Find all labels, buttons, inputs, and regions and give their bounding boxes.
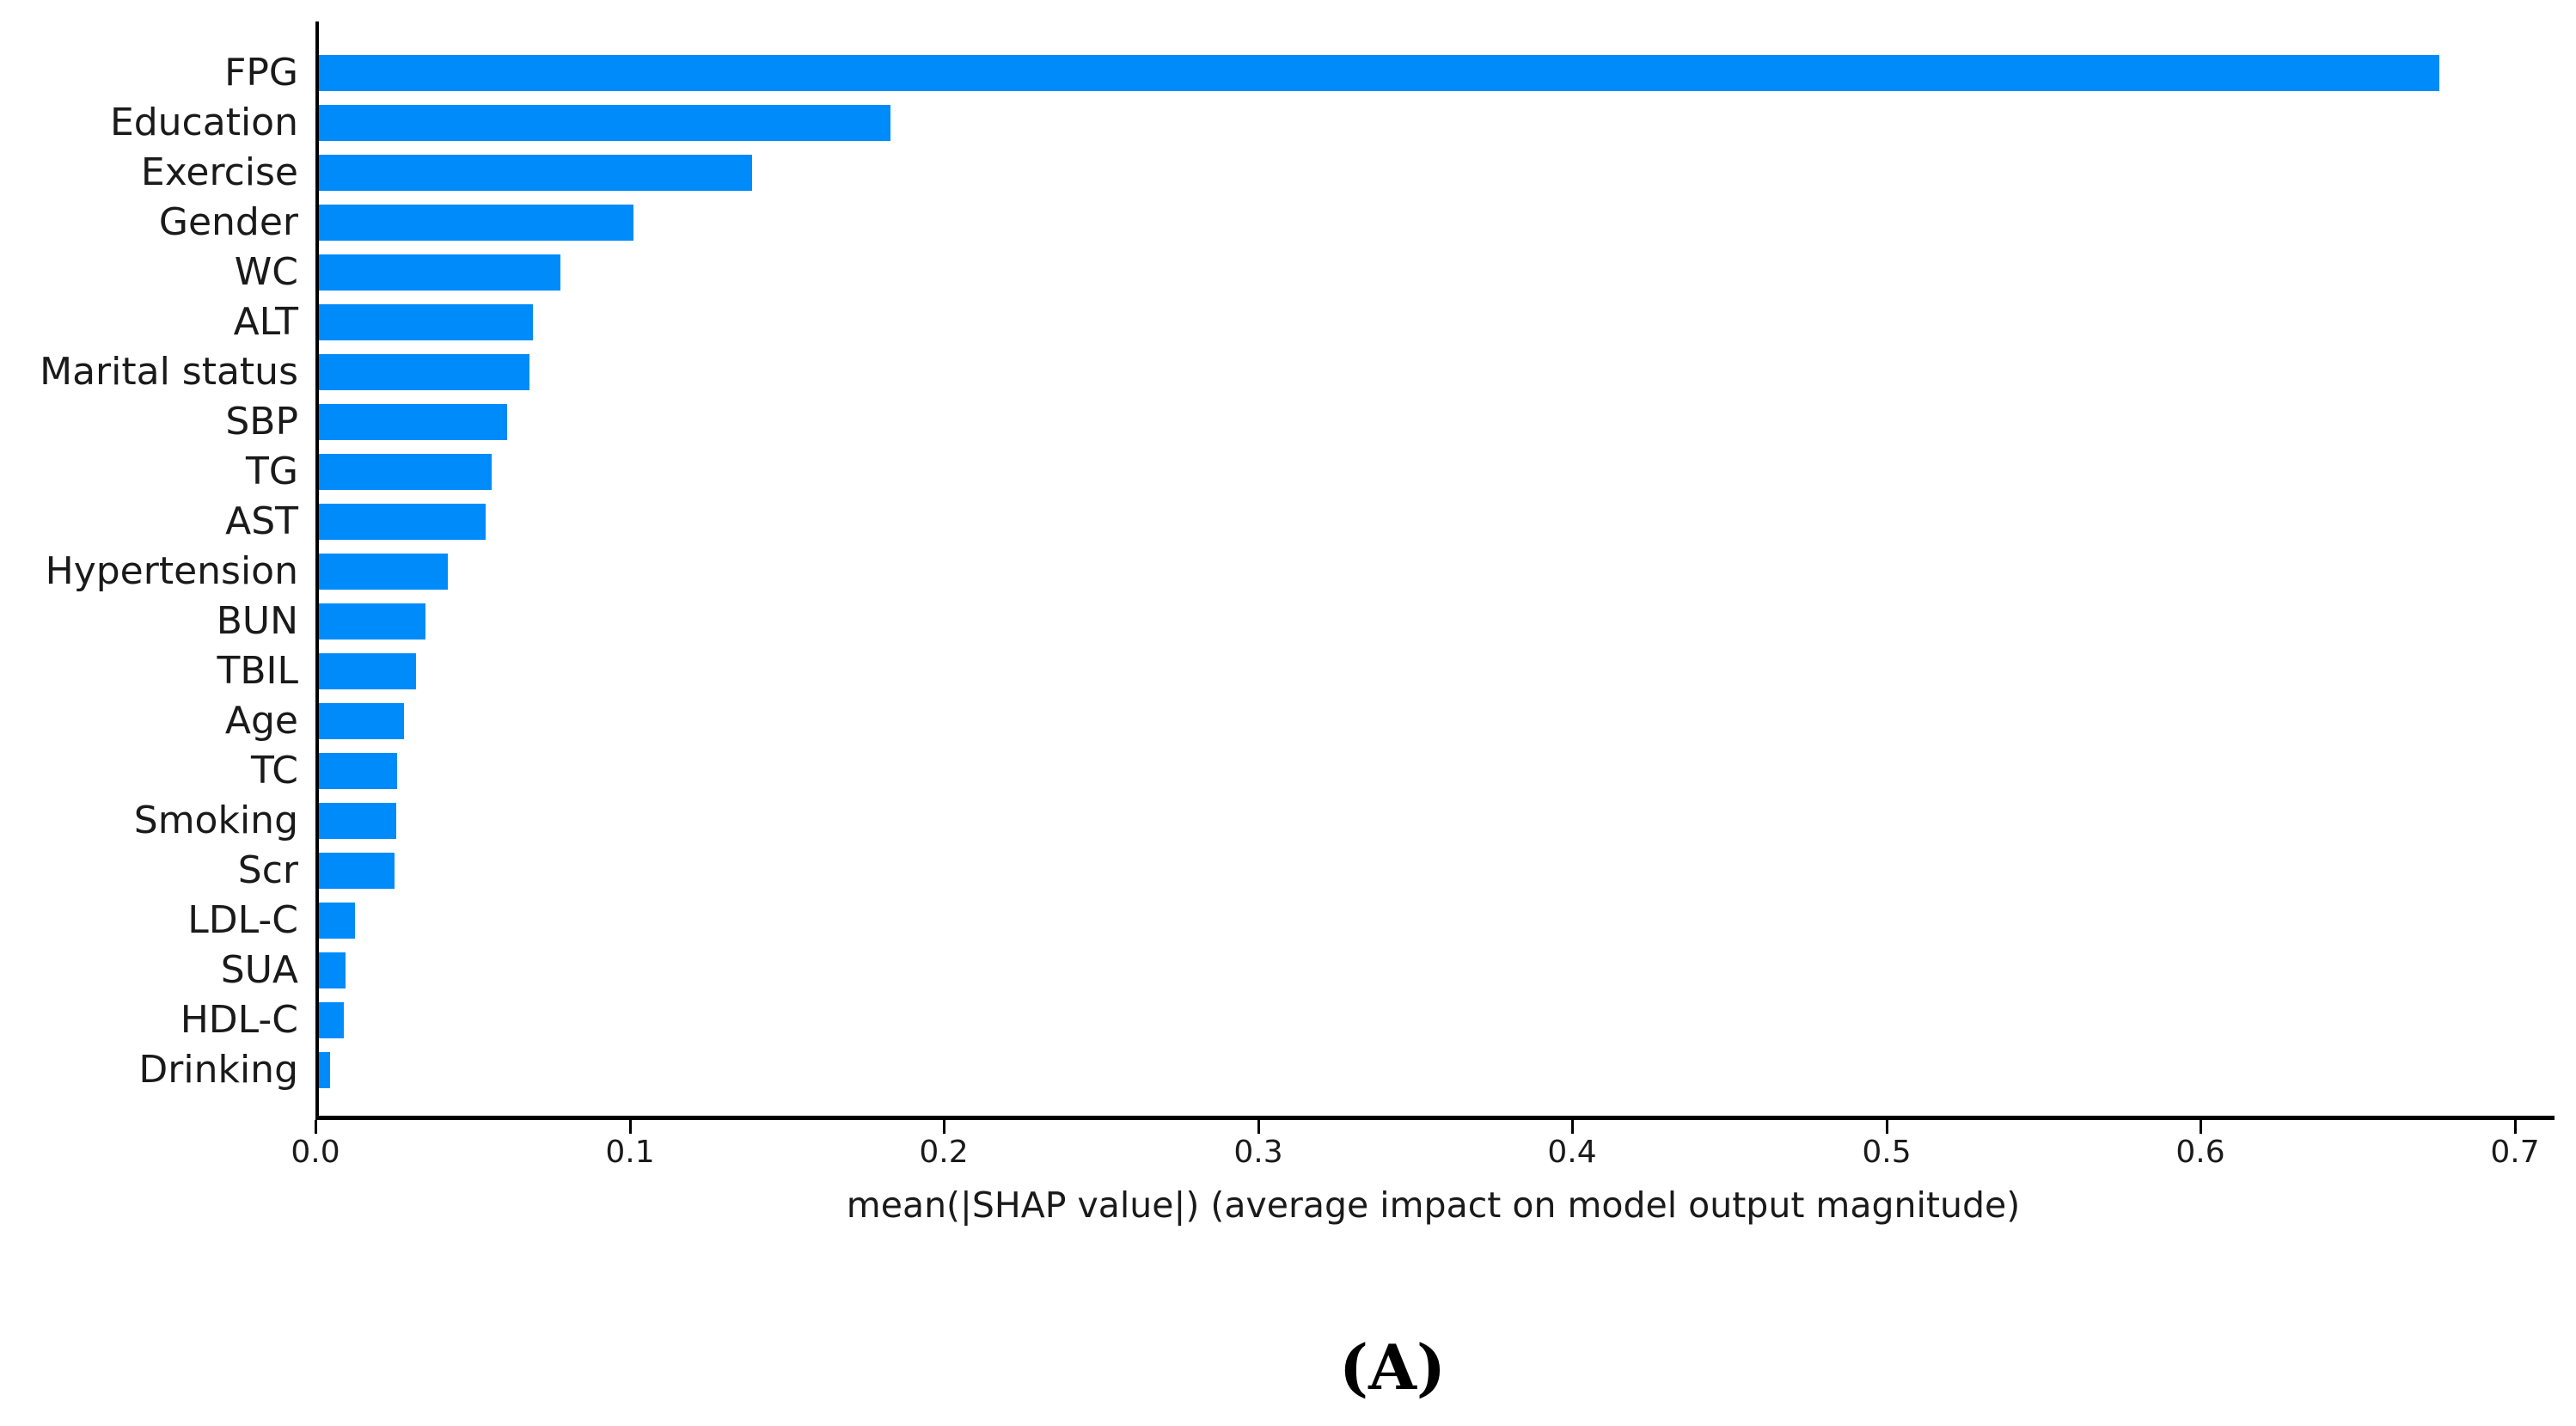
ytick-label-exercise: Exercise — [140, 150, 298, 194]
xtick-label-0.5: 0.5 — [1862, 1135, 1912, 1170]
bar-bun — [319, 603, 425, 640]
bar-marital-status — [319, 354, 529, 390]
plot-area — [315, 21, 2555, 1120]
ytick-label-sbp: SBP — [225, 400, 298, 444]
xtick-mark-0.2 — [943, 1120, 945, 1134]
bar-exercise — [319, 155, 752, 191]
bar-gender — [319, 205, 633, 241]
bar-hypertension — [319, 554, 448, 590]
xtick-mark-0.7 — [2514, 1120, 2517, 1134]
xtick-label-0.1: 0.1 — [605, 1135, 655, 1170]
bar-smoking — [319, 803, 396, 839]
bar-tc — [319, 753, 397, 789]
ytick-label-bun: BUN — [216, 599, 298, 643]
bar-scr — [319, 853, 395, 889]
ytick-label-tbil: TBIL — [217, 649, 298, 693]
bar-drinking — [319, 1052, 330, 1088]
ytick-label-fpg: FPG — [224, 51, 298, 95]
ytick-label-age: Age — [224, 699, 298, 743]
xtick-mark-0.0 — [315, 1120, 317, 1134]
bar-wc — [319, 254, 560, 291]
bar-alt — [319, 304, 533, 340]
bar-tbil — [319, 653, 416, 689]
ytick-label-drinking: Drinking — [138, 1048, 298, 1092]
xtick-mark-0.3 — [1257, 1120, 1260, 1134]
xtick-label-0.0: 0.0 — [291, 1135, 340, 1170]
ytick-label-ldl-c: LDL-C — [187, 898, 298, 942]
bar-age — [319, 703, 404, 739]
ytick-label-smoking: Smoking — [133, 799, 298, 842]
bar-ldl-c — [319, 903, 355, 939]
bar-sbp — [319, 404, 507, 440]
bar-ast — [319, 504, 486, 540]
ytick-label-ast: AST — [225, 499, 298, 543]
ytick-label-marital-status: Marital status — [40, 350, 298, 394]
bar-tg — [319, 454, 492, 490]
y-axis-labels: FPG Education Exercise Gender WC ALT Marital s… — [0, 21, 298, 1116]
ytick-label-tc: TC — [250, 749, 298, 793]
ytick-label-tg: TG — [246, 450, 298, 493]
ytick-label-gender: Gender — [158, 200, 298, 244]
ytick-label-alt: ALT — [233, 300, 298, 344]
figure-panel-caption: (A) — [1339, 1331, 1446, 1404]
bar-hdl-c — [319, 1002, 344, 1038]
bar-fpg — [319, 55, 2439, 91]
xtick-label-0.2: 0.2 — [919, 1135, 969, 1170]
xtick-label-0.7: 0.7 — [2490, 1135, 2540, 1170]
xtick-label-0.6: 0.6 — [2175, 1135, 2225, 1170]
xtick-label-0.3: 0.3 — [1233, 1135, 1283, 1170]
ytick-label-hypertension: Hypertension — [45, 549, 298, 593]
x-axis-title: mean(|SHAP value|) (average impact on mo… — [846, 1184, 2021, 1226]
xtick-mark-0.1 — [629, 1120, 632, 1134]
xtick-label-0.4: 0.4 — [1547, 1135, 1597, 1170]
ytick-label-education: Education — [109, 101, 298, 144]
bar-sua — [319, 952, 346, 988]
xtick-mark-0.4 — [1571, 1120, 1574, 1134]
ytick-label-hdl-c: HDL-C — [180, 998, 298, 1042]
ytick-label-sua: SUA — [220, 948, 298, 992]
bar-education — [319, 105, 890, 141]
xtick-mark-0.5 — [1886, 1120, 1888, 1134]
ytick-label-scr: Scr — [237, 848, 298, 892]
xtick-mark-0.6 — [2200, 1120, 2202, 1134]
ytick-label-wc: WC — [234, 250, 298, 294]
